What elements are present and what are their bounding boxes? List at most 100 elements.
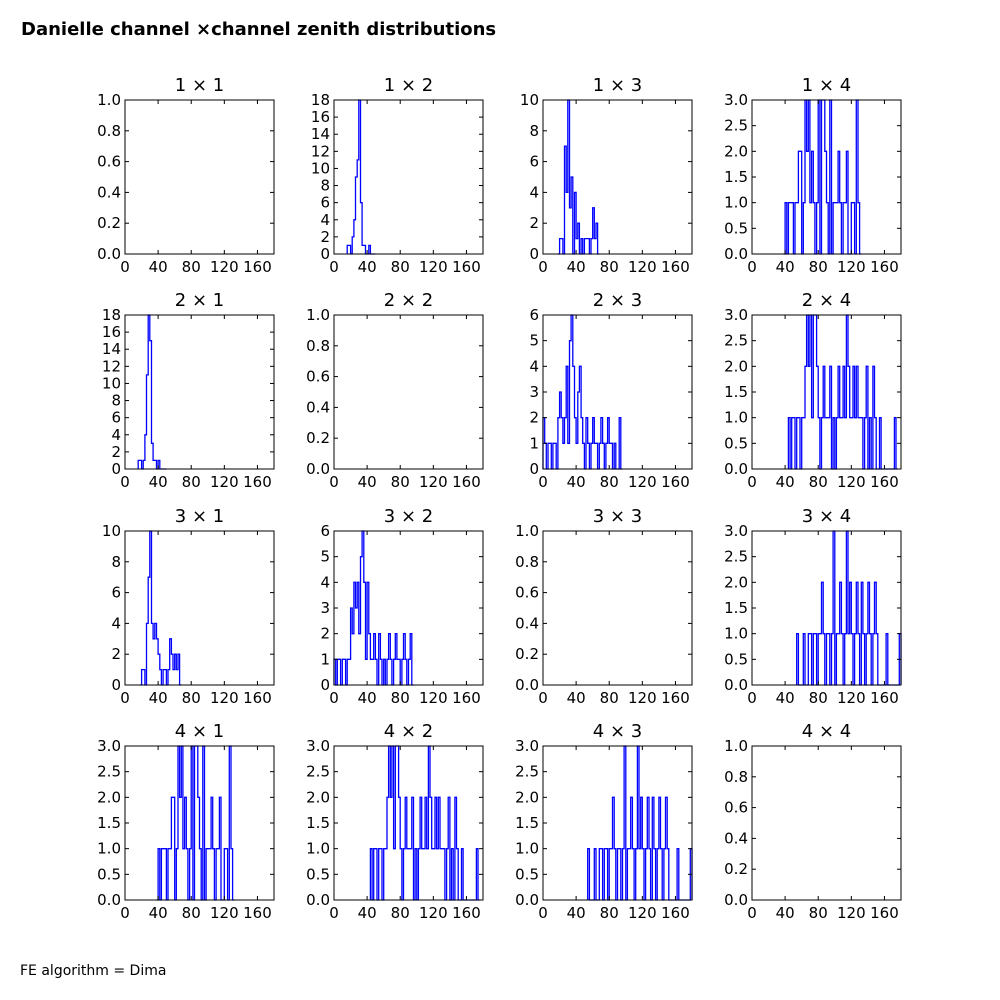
panel-9-ytick-label: 6 (111, 584, 121, 602)
panel-11-xtick-label: 40 (567, 689, 586, 707)
panel-10-ytick-label: 2 (320, 625, 330, 643)
panel-6-xtick-label: 120 (419, 473, 448, 491)
panel-14-xtick-label: 160 (452, 904, 481, 922)
panel-11-ytick-label: 0.6 (515, 584, 539, 602)
panel-4-ytick-label: 1.5 (724, 168, 748, 186)
panel-12-ytick-label: 2.0 (724, 573, 748, 591)
panel-16-ytick-label: 0.0 (724, 891, 748, 909)
panel-13-xtick-label: 40 (149, 904, 168, 922)
panel-5-ytick-label: 10 (102, 374, 121, 392)
panel-13-xtick-label: 120 (210, 904, 239, 922)
panel-8-xtick-label: 160 (870, 473, 899, 491)
panel-7-ytick-label: 1 (529, 434, 539, 452)
panel-16-ytick-label: 1.0 (724, 737, 748, 755)
panel-5-frame (124, 314, 275, 470)
panel-15-xtick-label: 120 (628, 904, 657, 922)
panel-2-ytick-label: 14 (311, 125, 330, 143)
panel-8-xtick-label: 80 (809, 473, 828, 491)
panel-12-ytick-label: 1.0 (724, 625, 748, 643)
panel-13-xtick-label: 0 (120, 904, 130, 922)
panel-7-title: 2 × 3 (593, 290, 642, 311)
panel-12-title: 3 × 4 (802, 506, 851, 527)
panel-4-xtick-label: 80 (809, 258, 828, 276)
panel-5-ytick-label: 14 (102, 340, 121, 358)
panel-2-ytick-label: 0 (320, 245, 330, 263)
panel-13-ytick-label: 0.0 (97, 891, 121, 909)
panel-16-frame (751, 745, 902, 901)
panel-4-xtick-label: 160 (870, 258, 899, 276)
panel-16-ytick-label: 0.4 (724, 829, 748, 847)
panel-14-ytick-label: 3.0 (306, 737, 330, 755)
panel-10-xtick-label: 160 (452, 689, 481, 707)
panel-9-ytick-label: 2 (111, 645, 121, 663)
panel-7-xtick-label: 80 (600, 473, 619, 491)
panel-4-xtick-label: 0 (747, 258, 757, 276)
panel-3-ytick-label: 0 (529, 245, 539, 263)
panel-10-ytick-label: 5 (320, 548, 330, 566)
panel-16-ytick-label: 0.6 (724, 799, 748, 817)
panel-5-ytick-label: 18 (102, 306, 121, 324)
panel-11-title: 3 × 3 (593, 506, 642, 527)
panel-1-xtick-label: 80 (182, 258, 201, 276)
panel-1-ytick-label: 1.0 (97, 91, 121, 109)
panel-3-ytick-label: 2 (529, 214, 539, 232)
panel-6-ytick-label: 0.2 (306, 429, 330, 447)
panel-13-ytick-label: 2.5 (97, 763, 121, 781)
panel-15-xtick-label: 0 (538, 904, 548, 922)
panel-13-ytick-label: 3.0 (97, 737, 121, 755)
panel-3-xtick-label: 40 (567, 258, 586, 276)
panel-12-ytick-label: 2.5 (724, 548, 748, 566)
panel-7-ytick-label: 5 (529, 332, 539, 350)
panel-8-ytick-label: 1.5 (724, 383, 748, 401)
panel-9-xtick-label: 120 (210, 689, 239, 707)
panel-15-xtick-label: 160 (661, 904, 690, 922)
panel-3-ytick-label: 6 (529, 153, 539, 171)
panel-3-title: 1 × 3 (593, 75, 642, 96)
panel-4-ytick-label: 2.0 (724, 142, 748, 160)
panel-9-ytick-label: 4 (111, 614, 121, 632)
panel-8-ytick-label: 0.0 (724, 460, 748, 478)
panel-16-ytick-label: 0.2 (724, 860, 748, 878)
panel-14-title: 4 × 2 (384, 721, 433, 742)
panel-2-xtick-label: 0 (329, 258, 339, 276)
panel-14-ytick-label: 0.5 (306, 865, 330, 883)
panel-3-xtick-label: 120 (628, 258, 657, 276)
panel-14-xtick-label: 40 (358, 904, 377, 922)
panel-10-series-line (333, 530, 414, 686)
panel-12-ytick-label: 0.5 (724, 650, 748, 668)
panel-5-xtick-label: 0 (120, 473, 130, 491)
panel-6-ytick-label: 0.0 (306, 460, 330, 478)
panel-3-frame (542, 99, 693, 255)
panel-12-xtick-label: 120 (837, 689, 866, 707)
panel-5-ytick-label: 0 (111, 460, 121, 478)
panel-10-ytick-label: 6 (320, 522, 330, 540)
panel-12-ytick-label: 0.0 (724, 676, 748, 694)
panel-10-ytick-label: 3 (320, 599, 330, 617)
panel-13-ytick-label: 0.5 (97, 865, 121, 883)
panel-5-ytick-label: 2 (111, 443, 121, 461)
panel-14-ytick-label: 1.5 (306, 814, 330, 832)
panel-16-xtick-label: 80 (809, 904, 828, 922)
panel-6-ytick-label: 0.6 (306, 368, 330, 386)
panel-3-xtick-label: 160 (661, 258, 690, 276)
panel-2-ytick-label: 10 (311, 159, 330, 177)
panel-5-ytick-label: 4 (111, 426, 121, 444)
panel-9-xtick-label: 40 (149, 689, 168, 707)
panel-11-ytick-label: 0.2 (515, 645, 539, 663)
panel-2-xtick-label: 120 (419, 258, 448, 276)
panel-6-xtick-label: 160 (452, 473, 481, 491)
panel-6-ytick-label: 0.4 (306, 398, 330, 416)
panel-5-title: 2 × 1 (175, 290, 224, 311)
panel-12-series-line (796, 530, 902, 686)
panel-10-title: 3 × 2 (384, 506, 433, 527)
panel-1-ytick-label: 0.6 (97, 153, 121, 171)
panel-9-ytick-label: 8 (111, 553, 121, 571)
panel-12-xtick-label: 80 (809, 689, 828, 707)
panel-13-ytick-label: 2.0 (97, 788, 121, 806)
panel-2-ytick-label: 16 (311, 108, 330, 126)
panel-16-xtick-label: 40 (776, 904, 795, 922)
panel-10-ytick-label: 4 (320, 573, 330, 591)
panel-7-xtick-label: 0 (538, 473, 548, 491)
panel-12-xtick-label: 40 (776, 689, 795, 707)
